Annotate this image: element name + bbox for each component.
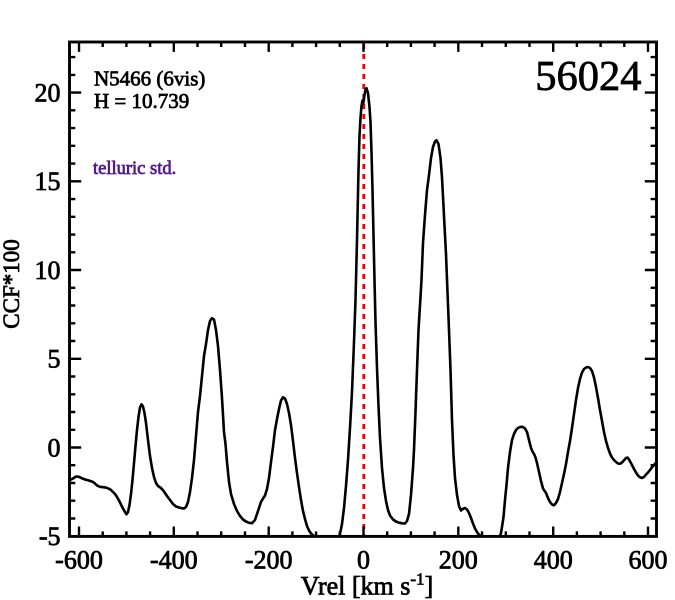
svg-text:N5466 (6vis): N5466 (6vis) — [94, 66, 205, 90]
svg-text:H = 10.739: H = 10.739 — [94, 89, 189, 113]
svg-text:15: 15 — [35, 167, 61, 196]
svg-text:20: 20 — [35, 78, 61, 107]
svg-text:telluric std.: telluric std. — [93, 159, 176, 179]
svg-text:400: 400 — [534, 546, 573, 575]
svg-text:-200: -200 — [245, 546, 293, 575]
svg-text:56024: 56024 — [535, 53, 641, 100]
svg-text:CCF*100: CCF*100 — [0, 239, 24, 328]
svg-text:5: 5 — [48, 345, 61, 374]
svg-text:-5: -5 — [39, 522, 61, 551]
svg-text:0: 0 — [357, 546, 370, 575]
svg-text:0: 0 — [48, 433, 61, 462]
svg-text:-600: -600 — [55, 546, 103, 575]
svg-text:600: 600 — [629, 546, 668, 575]
svg-text:-400: -400 — [150, 546, 198, 575]
svg-text:200: 200 — [439, 546, 478, 575]
svg-text:10: 10 — [35, 256, 61, 285]
